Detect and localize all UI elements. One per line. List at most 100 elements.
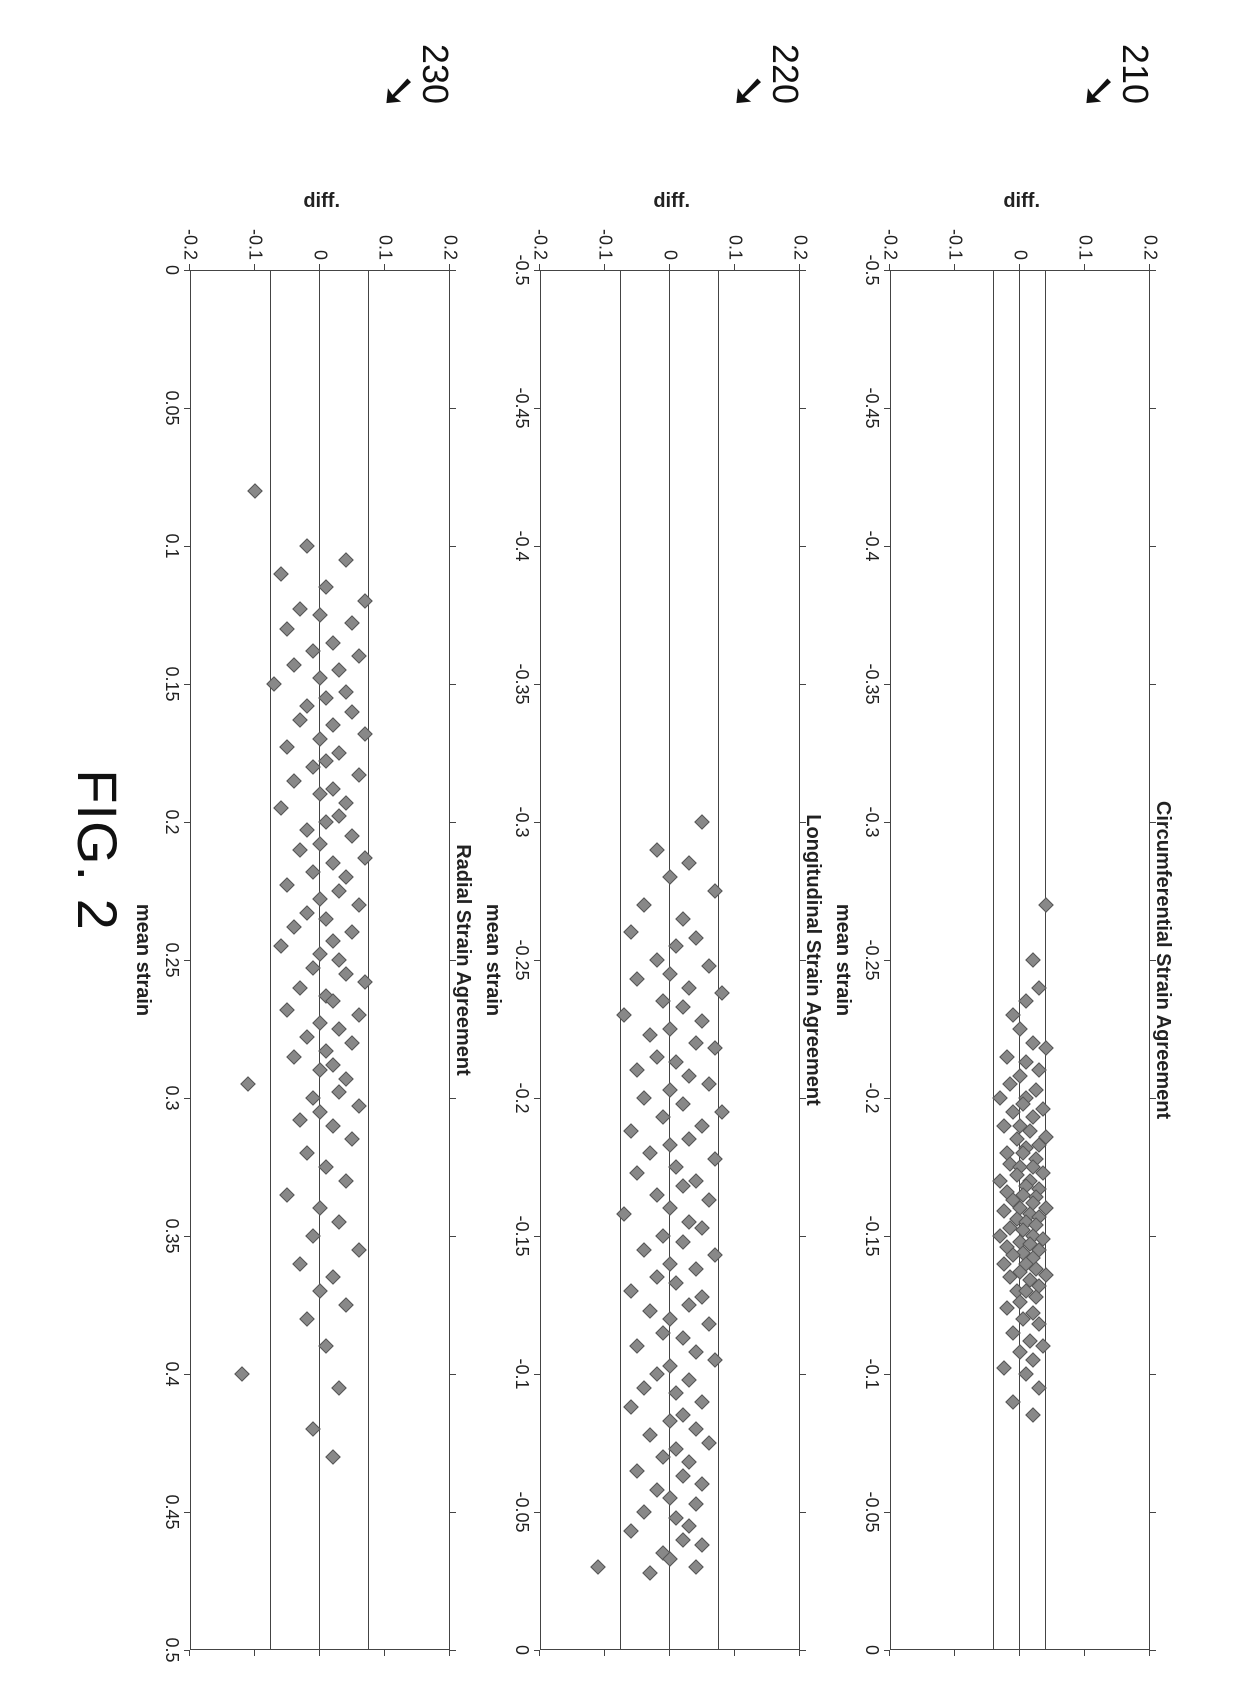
chart-220: 220➘Longitudinal Strain Agreementdiff.me…: [460, 20, 830, 1600]
y-tick-label: -0.2: [180, 220, 201, 260]
x-tick: [534, 408, 540, 409]
y-tick-label: -0.1: [945, 220, 966, 260]
x-tick: [884, 684, 890, 685]
reference-line: [1045, 270, 1046, 1650]
x-tick-label: 0.25: [161, 942, 182, 977]
x-tick: [450, 1098, 456, 1099]
x-tick: [184, 408, 190, 409]
x-tick: [534, 270, 540, 271]
reference-line: [718, 270, 719, 1650]
y-tick: [1084, 264, 1085, 270]
x-tick: [800, 408, 806, 409]
reference-line: [270, 270, 271, 1650]
reference-line: [620, 270, 621, 1650]
y-tick: [254, 1650, 255, 1656]
x-tick: [1150, 960, 1156, 961]
y-tick-label: 0: [1010, 220, 1031, 260]
plot-frame: [540, 270, 800, 1650]
x-tick: [1150, 822, 1156, 823]
x-tick-label: -0.45: [511, 387, 532, 428]
x-tick: [1150, 408, 1156, 409]
y-tick-label: -0.1: [245, 220, 266, 260]
x-tick: [800, 1650, 806, 1651]
x-tick: [800, 270, 806, 271]
x-tick: [800, 1512, 806, 1513]
x-tick: [800, 822, 806, 823]
chart-210: 210➘Circumferential Strain Agreementdiff…: [810, 20, 1180, 1600]
x-tick: [800, 1374, 806, 1375]
x-tick-label: -0.2: [511, 1082, 532, 1113]
x-tick: [534, 1650, 540, 1651]
y-tick-label: 0: [660, 220, 681, 260]
y-tick-label: 0.2: [790, 220, 811, 260]
reference-line: [368, 270, 369, 1650]
rotated-stage: 210➘Circumferential Strain Agreementdiff…: [0, 0, 1240, 1701]
plot-area: Longitudinal Strain Agreementdiff.mean s…: [470, 110, 830, 1600]
x-tick: [184, 1650, 190, 1651]
x-tick-label: -0.3: [861, 806, 882, 837]
x-tick-label: -0.15: [511, 1215, 532, 1256]
x-tick: [800, 546, 806, 547]
x-tick: [534, 822, 540, 823]
x-tick-label: -0.25: [861, 939, 882, 980]
reference-label: 230➘: [369, 20, 480, 110]
x-tick-label: 0: [511, 1645, 532, 1655]
reference-line: [1019, 270, 1020, 1650]
y-tick: [1019, 1650, 1020, 1656]
y-tick: [604, 264, 605, 270]
y-tick-label: 0.2: [440, 220, 461, 260]
y-tick: [319, 1650, 320, 1656]
y-tick-label: 0.1: [725, 220, 746, 260]
x-tick-label: -0.35: [861, 663, 882, 704]
x-tick: [1150, 1098, 1156, 1099]
reference-line: [993, 270, 994, 1650]
reference-line: [669, 270, 670, 1650]
y-tick-label: 0.2: [1140, 220, 1161, 260]
reference-label: 210➘: [1069, 20, 1180, 110]
x-tick: [184, 1098, 190, 1099]
x-tick: [1150, 1374, 1156, 1375]
x-tick-label: -0.3: [511, 806, 532, 837]
plot-frame: [890, 270, 1150, 1650]
chart-230: 230➘Radial Strain Agreementdiff.mean str…: [110, 20, 480, 1600]
x-tick: [184, 684, 190, 685]
x-tick-label: -0.4: [861, 530, 882, 561]
x-tick: [1150, 684, 1156, 685]
x-tick: [884, 408, 890, 409]
x-tick-label: -0.4: [511, 530, 532, 561]
x-tick: [450, 684, 456, 685]
x-axis-label: mean strain: [131, 904, 154, 1016]
x-tick: [534, 1098, 540, 1099]
x-tick: [800, 1098, 806, 1099]
x-tick: [1150, 546, 1156, 547]
x-tick: [800, 960, 806, 961]
x-tick: [534, 1374, 540, 1375]
x-tick-label: 0.45: [161, 1494, 182, 1529]
x-tick: [450, 408, 456, 409]
x-tick: [800, 684, 806, 685]
y-tick: [1084, 1650, 1085, 1656]
x-axis-label: mean strain: [481, 904, 504, 1016]
reference-arrow-icon: ➘: [723, 73, 774, 110]
x-tick: [884, 1650, 890, 1651]
x-tick-label: 0: [161, 265, 182, 275]
x-tick-label: 0.15: [161, 666, 182, 701]
x-tick: [884, 822, 890, 823]
x-axis-label: mean strain: [831, 904, 854, 1016]
x-tick: [184, 270, 190, 271]
x-tick: [884, 1512, 890, 1513]
x-tick: [184, 822, 190, 823]
y-tick-label: -0.2: [880, 220, 901, 260]
reference-arrow-icon: ➘: [1073, 73, 1124, 110]
reference-label: 220➘: [719, 20, 830, 110]
y-tick-label: 0.1: [375, 220, 396, 260]
x-tick-label: -0.05: [511, 1491, 532, 1532]
x-tick-label: 0.5: [161, 1637, 182, 1662]
y-tick: [254, 264, 255, 270]
x-tick-label: -0.5: [511, 254, 532, 285]
y-tick-label: -0.1: [595, 220, 616, 260]
x-tick: [1150, 270, 1156, 271]
y-tick: [604, 1650, 605, 1656]
x-tick: [450, 270, 456, 271]
x-tick: [184, 1236, 190, 1237]
